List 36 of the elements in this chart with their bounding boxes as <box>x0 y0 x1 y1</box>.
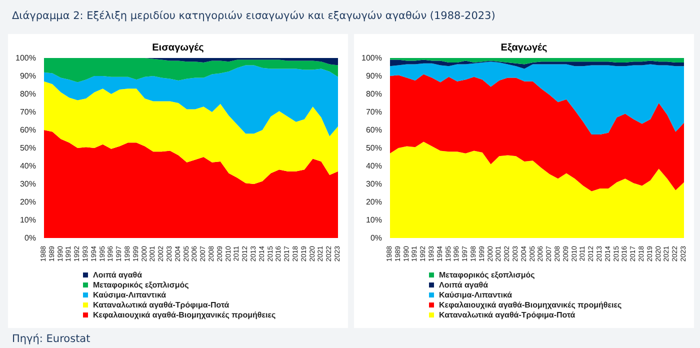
y-tick-label: 10% <box>20 216 36 224</box>
legend-label: Καύσιμα-Λιπαντικά <box>439 290 512 300</box>
y-tick-label: 10% <box>366 216 382 224</box>
y-tick-label: 0% <box>24 234 36 242</box>
legend-label: Καύσιμα-Λιπαντικά <box>93 290 166 300</box>
text: Διάγραμμα 2: Εξέλιξη μεριδίου κατηγοριών εισαγωγών και εξαγωγών αγαθών (1988-2023) <box>12 10 496 22</box>
legend-label: Μεταφορικός εξοπλισμός <box>439 270 535 280</box>
y-tick-label: 40% <box>366 162 382 170</box>
legend-label: Καταναλωτικά αγαθά-Τρόφιμα-Ποτά <box>93 300 230 310</box>
y-tick-label: 100% <box>362 54 382 62</box>
legend-label: Κεφαλαιουχικά αγαθά-Βιομηχανικές προμήθειες <box>93 310 276 320</box>
legend-label: Λοιπά αγαθά <box>439 280 488 290</box>
y-tick-label: 80% <box>20 90 36 98</box>
chart-title: Εξαγωγές <box>500 42 548 54</box>
y-tick-label: 60% <box>366 126 382 134</box>
y-tick-label: 60% <box>20 126 36 134</box>
legend-label: Κεφαλαιουχικά αγαθά-Βιομηχανικές προμήθειες <box>439 300 622 310</box>
y-tick-label: 0% <box>370 234 382 242</box>
legend-label: Λοιπά αγαθά <box>93 270 142 280</box>
y-tick-label: 50% <box>366 144 382 152</box>
y-tick-label: 100% <box>16 54 36 62</box>
chart-title: Εισαγωγές <box>152 42 204 54</box>
y-tick-label: 90% <box>20 72 36 80</box>
y-tick-label: 90% <box>366 72 382 80</box>
y-tick-label: 20% <box>366 198 382 206</box>
text: Πηγή: Eurostat <box>12 333 90 345</box>
y-tick-label: 50% <box>20 144 36 152</box>
legend-label: Καταναλωτικά αγαθά-Τρόφιμα-Ποτά <box>439 310 576 320</box>
legend-label: Μεταφορικός εξοπλισμός <box>93 280 189 290</box>
y-tick-label: 70% <box>366 108 382 116</box>
y-tick-label: 40% <box>20 162 36 170</box>
y-tick-label: 80% <box>366 90 382 98</box>
y-tick-label: 20% <box>20 198 36 206</box>
y-tick-label: 70% <box>20 108 36 116</box>
y-tick-label: 30% <box>366 180 382 188</box>
y-tick-label: 30% <box>20 180 36 188</box>
